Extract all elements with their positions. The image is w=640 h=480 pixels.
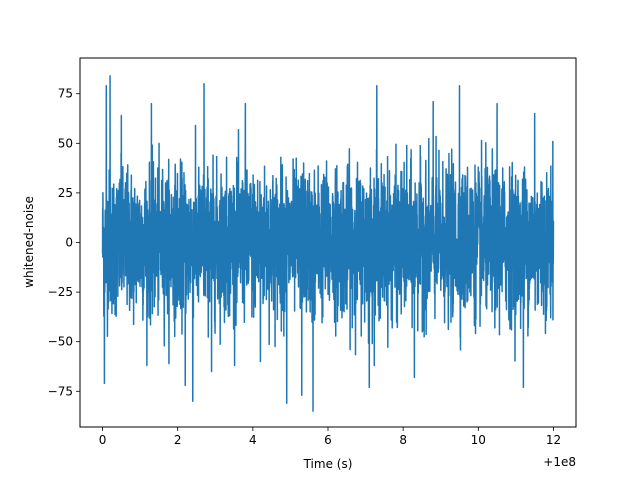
x-tick-label: 12 bbox=[546, 433, 561, 447]
x-tick-label: 10 bbox=[471, 433, 486, 447]
plot-area bbox=[101, 75, 555, 412]
y-tick-label: −75 bbox=[48, 384, 73, 398]
y-tick-label: 50 bbox=[58, 136, 73, 150]
x-tick-label: 0 bbox=[99, 433, 107, 447]
x-tick-label: 2 bbox=[174, 433, 182, 447]
x-axis-offset-label: +1e8 bbox=[543, 455, 576, 469]
x-axis: 0 2 4 6 8 10 12 bbox=[99, 427, 561, 447]
y-tick-label: 25 bbox=[58, 186, 73, 200]
y-tick-label: −50 bbox=[48, 335, 73, 349]
y-axis-label: whitened-noise bbox=[22, 196, 36, 288]
x-tick-label: 8 bbox=[399, 433, 407, 447]
y-tick-label: 75 bbox=[58, 87, 73, 101]
y-axis: −75 −50 −25 0 25 50 75 bbox=[48, 87, 80, 398]
series-line bbox=[101, 75, 555, 412]
x-tick-label: 4 bbox=[249, 433, 257, 447]
x-tick-label: 6 bbox=[324, 433, 332, 447]
y-tick-label: −25 bbox=[48, 285, 73, 299]
plot-frame bbox=[79, 57, 577, 428]
y-tick-label: 0 bbox=[65, 236, 73, 250]
x-axis-label: Time (s) bbox=[303, 457, 353, 471]
